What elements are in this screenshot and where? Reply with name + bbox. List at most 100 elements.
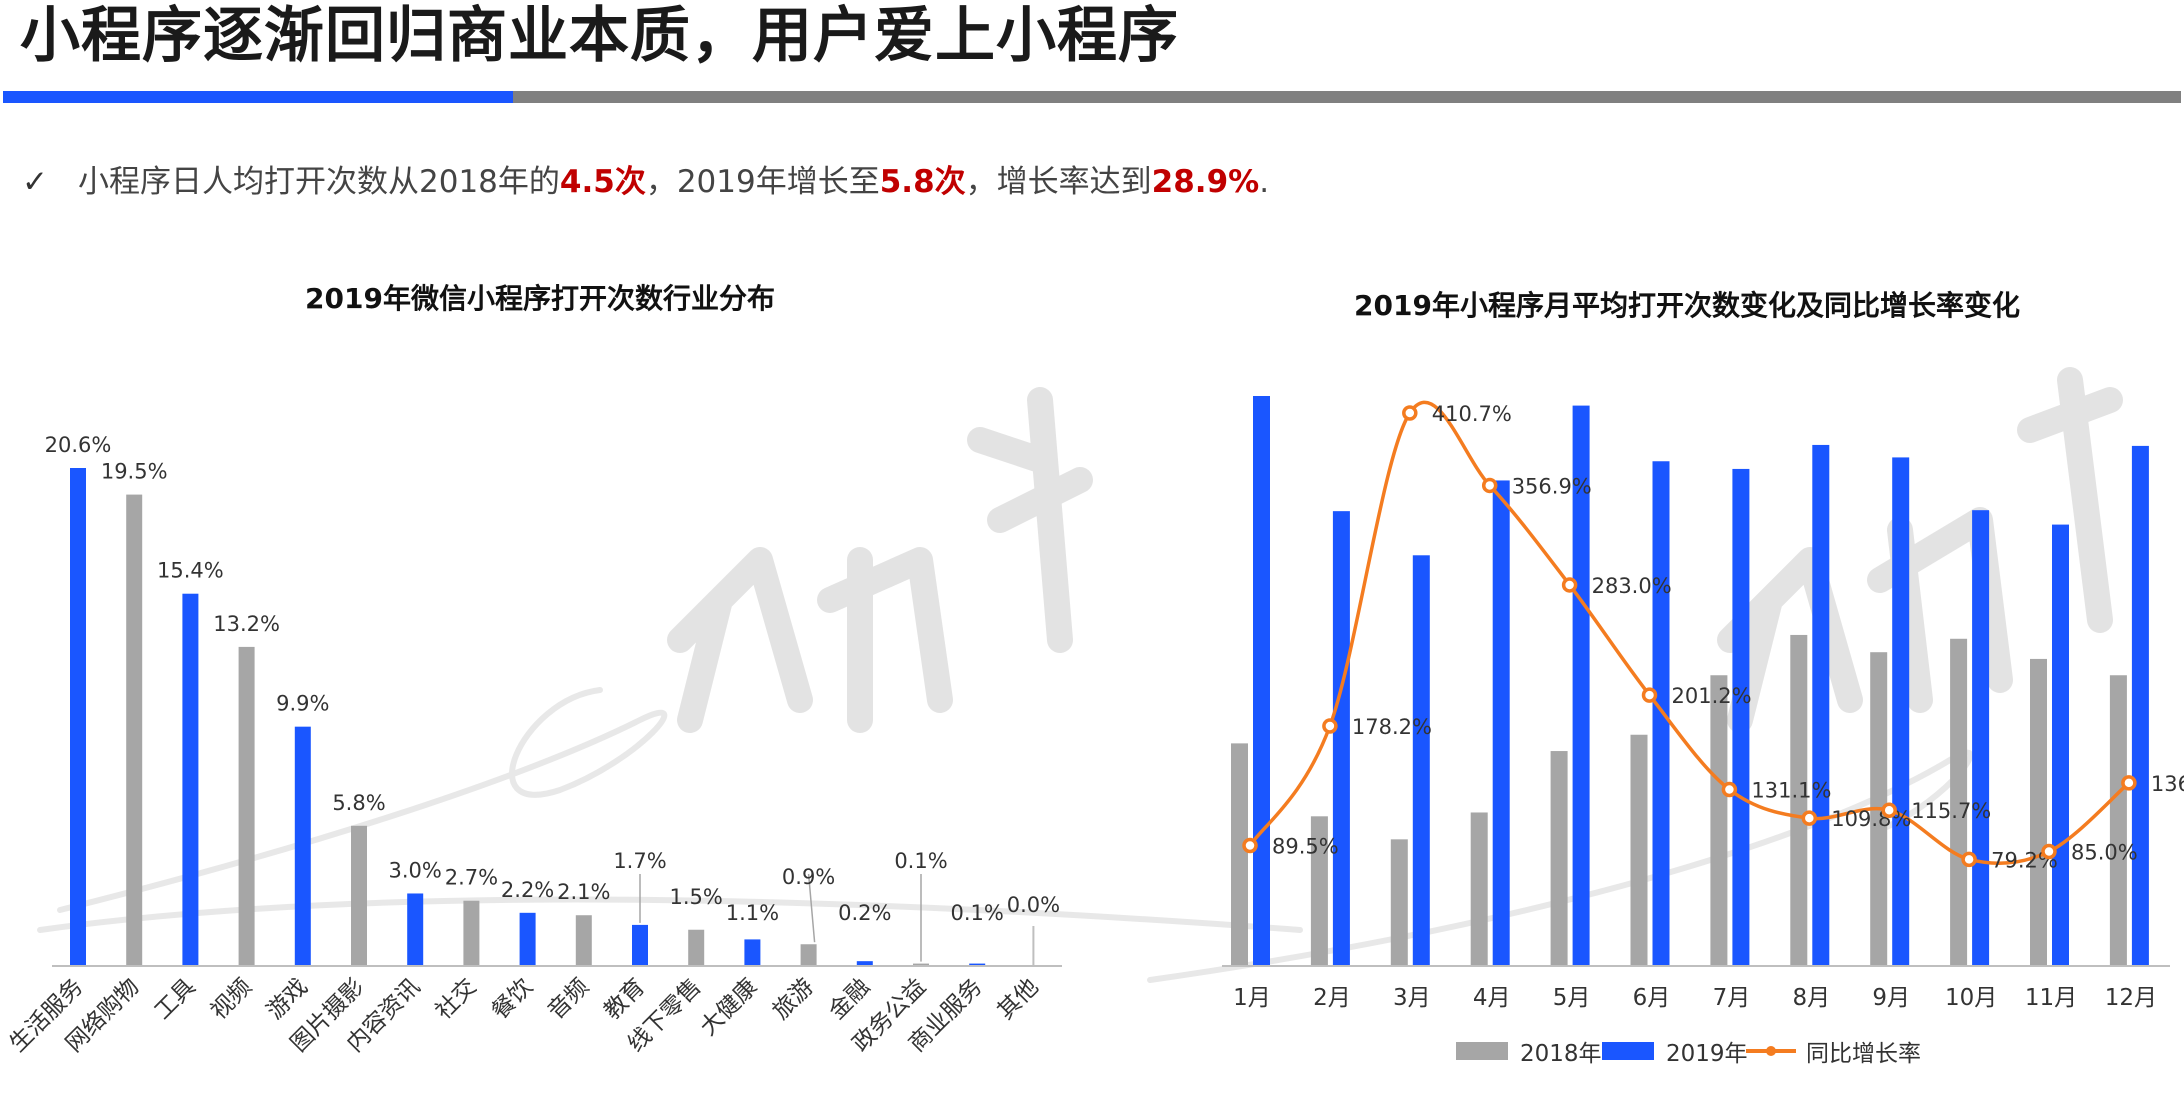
title-divider bbox=[3, 91, 2181, 103]
chart2-category-label-9: 9月 bbox=[1872, 985, 1910, 1011]
chart2-growth-point-7 bbox=[1721, 781, 1738, 798]
chart2-growth-label-6: 201.2% bbox=[1672, 684, 1752, 708]
chart1-bar-2 bbox=[126, 494, 143, 966]
chart1-category-label-10: 音频 bbox=[543, 974, 594, 1025]
legend-swatch-2019 bbox=[1602, 1042, 1654, 1060]
chart2-growth-point-1 bbox=[1242, 837, 1258, 854]
chart1-bar-13 bbox=[744, 939, 761, 966]
chart2-bar-2019-5 bbox=[1572, 405, 1590, 966]
chart2-bar-2019-4 bbox=[1492, 480, 1510, 966]
chart1-bar-1 bbox=[70, 468, 86, 966]
chart2-title: 2019年小程序月平均打开次数变化及同比增长率变化 bbox=[1354, 289, 2020, 322]
chart1-category-label-14: 旅游 bbox=[768, 974, 819, 1025]
chart1-bar-4 bbox=[238, 646, 255, 966]
chart1-value-label-5: 9.9% bbox=[276, 692, 329, 716]
chart2-growth-point-6 bbox=[1641, 687, 1658, 703]
chart1-category-label-4: 视频 bbox=[206, 974, 257, 1025]
chart1-value-label-12: 1.5% bbox=[670, 885, 723, 909]
chart1-category-label-3: 工具 bbox=[150, 974, 201, 1025]
legend-swatch-2018 bbox=[1456, 1042, 1508, 1060]
chart1-bar-16 bbox=[913, 963, 929, 966]
chart2-plot: 1月 2月 3月 4月 5月 6月 7月 8月 9月 10月 11月 12月 89.5% 178.2% 41… bbox=[1231, 396, 2184, 1011]
chart2-bar-2018-5 bbox=[1550, 751, 1568, 966]
chart1-value-label-1: 20.6% bbox=[45, 433, 112, 457]
chart2-growth-label-9: 115.7% bbox=[1911, 799, 1991, 823]
chart1-category-label-5: 游戏 bbox=[262, 974, 313, 1025]
chart2-category-label-11: 11月 bbox=[2025, 985, 2077, 1011]
chart1-value-label-17: 0.1% bbox=[951, 901, 1004, 925]
chart2-bar-2019-7 bbox=[1732, 468, 1750, 966]
chart2-growth-point-10 bbox=[1961, 851, 1977, 868]
chart2-bar-2019-9 bbox=[1892, 457, 1910, 966]
chart2-bar-2019-3 bbox=[1412, 555, 1430, 966]
chart2-bar-2018-3 bbox=[1390, 839, 1408, 966]
chart2-category-label-3: 3月 bbox=[1393, 985, 1431, 1011]
chart2-legend: 2018年 2019年 同比增长率 bbox=[1456, 1041, 1921, 1067]
chart2-bar-2018-12 bbox=[2109, 675, 2127, 966]
chart2-growth-label-8: 109.8% bbox=[1831, 807, 1911, 831]
chart1-bar-15 bbox=[856, 961, 873, 966]
summary-text-2: ，2019年增长至 bbox=[645, 164, 880, 200]
chart2-category-label-12: 12月 bbox=[2105, 985, 2157, 1011]
check-icon: ✓ bbox=[22, 164, 48, 200]
chart1-value-label-6: 5.8% bbox=[332, 791, 385, 815]
chart1-bar-9 bbox=[519, 912, 536, 966]
chart1-category-label-13: 大健康 bbox=[695, 974, 762, 1041]
chart1-value-label-13: 1.1% bbox=[726, 901, 779, 925]
chart2-growth-label-3: 410.7% bbox=[1432, 402, 1512, 426]
chart2-bar-2019-1 bbox=[1253, 396, 1270, 966]
chart2-bar-2018-10 bbox=[1950, 638, 1968, 966]
chart2-bar-2019-12 bbox=[2131, 445, 2149, 966]
chart2-bar-2018-11 bbox=[2030, 658, 2047, 966]
chart2-growth-point-8 bbox=[1801, 810, 1818, 826]
chart2-growth-label-11: 85.0% bbox=[2071, 841, 2138, 865]
summary-text-1: 小程序日人均打开次数从2018年的 bbox=[78, 164, 560, 200]
chart2-bar-2018-6 bbox=[1630, 734, 1648, 966]
value-2018: 4.5次 bbox=[559, 164, 646, 200]
chart1-value-label-10: 2.1% bbox=[557, 880, 610, 904]
chart2-category-label-8: 8月 bbox=[1792, 985, 1830, 1011]
chart1-value-label-16: 0.1% bbox=[894, 849, 947, 873]
chart1-value-label-11: 1.7% bbox=[613, 849, 666, 873]
chart2-growth-point-4 bbox=[1481, 477, 1498, 494]
chart2-bar-2018-8 bbox=[1790, 634, 1808, 966]
chart2-growth-point-2 bbox=[1322, 718, 1338, 734]
chart1-category-label-18: 其他 bbox=[993, 974, 1044, 1025]
chart1-bar-14 bbox=[800, 944, 817, 966]
title-divider-accent bbox=[3, 91, 513, 103]
chart2-bar-2019-6 bbox=[1652, 461, 1670, 966]
chart2-growth-point-5 bbox=[1561, 577, 1578, 593]
chart2-bar-2018-7 bbox=[1710, 675, 1728, 966]
chart1-leader-14 bbox=[807, 873, 816, 943]
chart2-bar-2018-1 bbox=[1231, 743, 1248, 966]
chart2-bar-2019-11 bbox=[2052, 524, 2069, 966]
chart2-bar-2018-4 bbox=[1470, 812, 1488, 966]
chart2-category-label-2: 2月 bbox=[1313, 985, 1351, 1011]
chart1-bar-17 bbox=[969, 963, 986, 966]
chart1-value-label-9: 2.2% bbox=[501, 878, 554, 902]
chart1-value-label-2: 19.5% bbox=[101, 460, 168, 484]
chart1-plot: 20.6%生活服务19.5%网络购物15.4%工具13.2%视频9.9%游戏5.… bbox=[5, 433, 1060, 1057]
chart1-bar-3 bbox=[182, 593, 199, 966]
chart2-bar-2019-2 bbox=[1332, 511, 1350, 966]
summary-text-4: . bbox=[1259, 164, 1270, 200]
chart1-value-label-4: 13.2% bbox=[213, 612, 280, 636]
legend-label-2018: 2018年 bbox=[1520, 1041, 1602, 1067]
chart1-value-label-8: 2.7% bbox=[445, 866, 498, 890]
chart2-growth-point-11 bbox=[2041, 843, 2057, 860]
chart1-category-label-8: 社交 bbox=[431, 974, 482, 1025]
chart2-growth-point-12 bbox=[2121, 775, 2137, 791]
value-2019: 5.8次 bbox=[879, 164, 966, 200]
chart1-category-label-11: 教育 bbox=[599, 974, 650, 1025]
growth-rate: 28.9% bbox=[1151, 164, 1260, 200]
chart2-category-label-5: 5月 bbox=[1553, 985, 1591, 1011]
summary-bullet: ✓ 小程序日人均打开次数从2018年的4.5次，2019年增长至5.8次，增长率达… bbox=[22, 158, 1269, 206]
page-title: 小程序逐渐回归商业本质，用户爱上小程序 bbox=[20, 1, 1179, 71]
chart2-growth-label-12: 136.0% bbox=[2151, 772, 2184, 796]
chart1-category-label-15: 金融 bbox=[824, 974, 875, 1025]
chart1-value-label-7: 3.0% bbox=[389, 858, 442, 882]
chart2-category-label-10: 10月 bbox=[1945, 985, 1997, 1011]
chart2-growth-point-3 bbox=[1402, 405, 1418, 421]
chart1-bar-8 bbox=[463, 900, 480, 966]
